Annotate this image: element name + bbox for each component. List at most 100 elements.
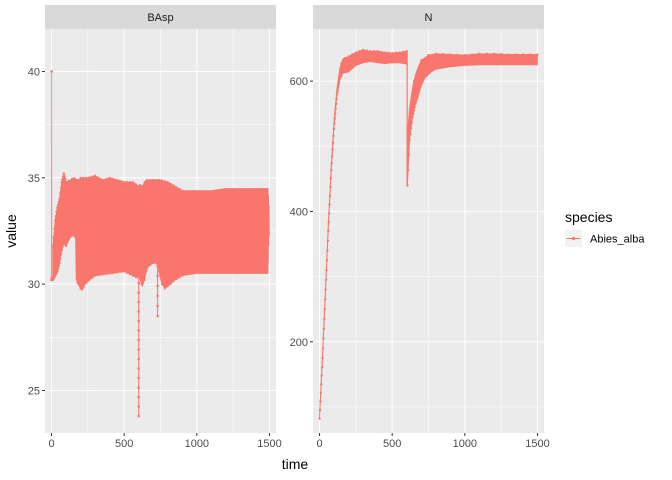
series-point-upper [478, 52, 481, 55]
series-point-lower [108, 272, 111, 275]
series-dip-point [137, 405, 141, 408]
series-point-upper [166, 180, 169, 184]
y-axis-title: value [3, 214, 19, 248]
series-point-upper [64, 180, 68, 184]
series-point-upper [427, 53, 430, 57]
series-point [50, 276, 54, 280]
facet-strip-basp [45, 5, 276, 29]
series-dip-point [137, 281, 141, 285]
series-dip-point [137, 300, 141, 304]
series-point-upper [79, 176, 82, 179]
gridlines-n [313, 29, 544, 433]
series-point [326, 239, 330, 242]
series-dip-point [137, 386, 141, 389]
series-point-upper [123, 180, 126, 184]
series-point [406, 168, 410, 172]
series-point [329, 177, 333, 180]
series-point-lower [146, 266, 149, 269]
series-point [324, 288, 327, 291]
series-point [322, 337, 325, 340]
series-point-upper [507, 53, 510, 56]
series-point-lower [152, 261, 155, 264]
series-point-upper [383, 51, 387, 54]
series-point-upper [143, 181, 146, 184]
series-point-upper [120, 180, 123, 183]
y-tick-label: 200 [290, 337, 308, 349]
series-point-upper [67, 179, 71, 182]
series-point-upper [117, 179, 120, 182]
series-point [417, 92, 420, 96]
series-point-upper [434, 52, 437, 55]
series-dip-point [137, 291, 141, 294]
series-point-upper [73, 177, 76, 180]
series-point-lower [94, 274, 97, 277]
series-point-upper [376, 50, 379, 53]
series-point-lower [82, 286, 85, 289]
series-point-upper [96, 176, 100, 179]
x-tick-label: 0 [48, 438, 54, 450]
series-point [428, 71, 432, 74]
series-point-upper [131, 180, 134, 184]
series-point [57, 264, 61, 267]
series-point-upper [412, 80, 416, 83]
series-dip-point [137, 367, 141, 370]
series-abies-alba-basp [50, 70, 270, 418]
series-point [324, 298, 327, 301]
series-point-upper [343, 56, 347, 60]
series-point-lower [143, 278, 146, 282]
series-point [418, 88, 421, 91]
series-point-lower [181, 274, 184, 277]
y-tick-label: 25 [28, 385, 40, 397]
series-point [417, 90, 421, 93]
series-dip-point [156, 264, 159, 268]
series-point-upper [398, 51, 401, 54]
series-point [327, 212, 331, 215]
series-point [330, 155, 334, 158]
series-point-upper [169, 182, 172, 185]
series-point-lower [166, 285, 169, 288]
series-point-upper [137, 185, 140, 188]
series-point-upper [128, 180, 132, 184]
series-point-upper [456, 53, 459, 56]
series-point-upper [157, 178, 161, 182]
x-tick-label: 1000 [453, 438, 477, 450]
series-point [334, 102, 338, 106]
x-axis-basp: 0 500 1000 1500 [48, 433, 282, 450]
y-tick-label: 35 [28, 173, 40, 185]
facet-panel-basp: BAsp 25 30 35 40 0 500 1000 1500 [28, 5, 282, 450]
series-point-upper [354, 51, 357, 54]
series-point-upper [449, 53, 452, 56]
series-point [321, 356, 324, 360]
series-point [331, 148, 334, 151]
series-point-upper [88, 176, 91, 179]
series-point [412, 109, 416, 112]
y-tick-label: 30 [28, 279, 40, 291]
series-point-lower [88, 278, 91, 282]
series-point-lower [155, 261, 158, 264]
series-point [318, 408, 322, 412]
facet-strip-label-basp: BAsp [147, 12, 173, 24]
series-point [325, 268, 328, 272]
y-tick-label: 40 [28, 67, 40, 79]
series-point-upper [405, 50, 408, 53]
series-point [408, 138, 411, 141]
series-point-upper [485, 52, 488, 55]
series-point-lower [160, 283, 164, 286]
series-point [64, 178, 67, 181]
series-point-upper [365, 49, 368, 52]
series-point [338, 78, 341, 81]
series-point-upper [387, 51, 390, 54]
series-point [320, 374, 323, 377]
series-point-upper [441, 52, 445, 56]
series-point-upper [70, 177, 73, 181]
series-point-upper [152, 178, 155, 182]
y-tick-label: 400 [290, 206, 308, 218]
series-point [340, 74, 343, 77]
series-point [414, 100, 418, 103]
x-axis-n: 0 500 1000 1500 [316, 433, 550, 450]
series-point [412, 112, 415, 115]
series-point-upper [175, 186, 178, 189]
series-dip-point [137, 414, 141, 418]
series-point-lower [131, 274, 134, 277]
series-point [331, 141, 335, 144]
